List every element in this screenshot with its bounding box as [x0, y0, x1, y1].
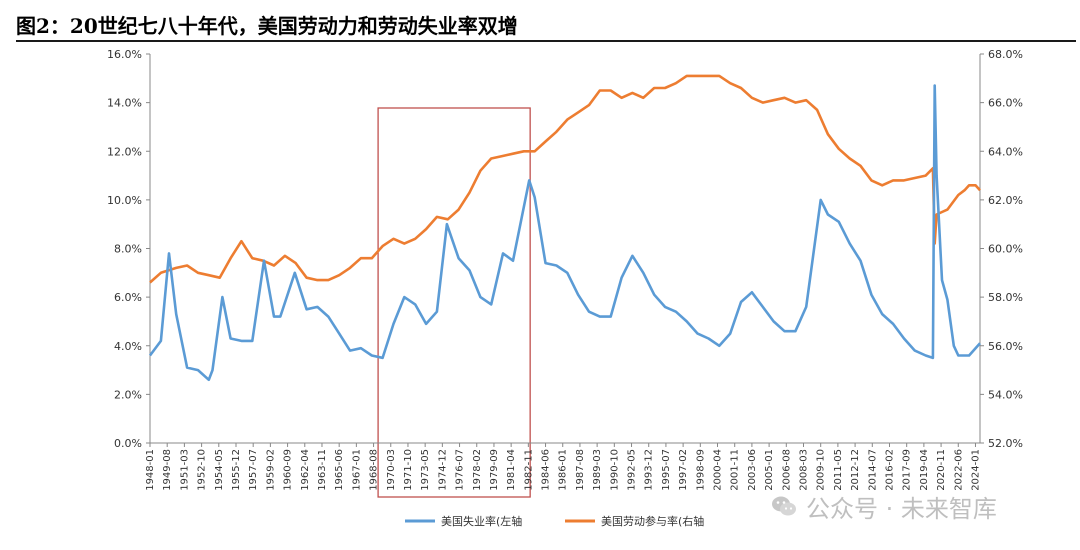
- x-tick-label: 1967-01: [351, 449, 362, 491]
- x-tick-label: 1992-05: [627, 449, 638, 491]
- left-tick-label: 14.0%: [107, 97, 142, 110]
- x-tick-label: 1995-07: [661, 449, 672, 491]
- x-tick-label: 2020-11: [936, 449, 947, 491]
- x-tick-label: 1971-10: [403, 449, 414, 491]
- x-tick-label: 1982-11: [523, 449, 534, 491]
- x-tick-label: 1981-04: [506, 449, 517, 491]
- x-tick-label: 2001-11: [730, 449, 741, 491]
- legend-item-unemployment: 美国失业率(左轴: [405, 514, 522, 528]
- left-tick-label: 4.0%: [114, 340, 142, 353]
- x-tick-label: 2016-02: [884, 449, 895, 491]
- x-tick-label: 2022-06: [953, 449, 964, 491]
- x-tick-label: 2011-05: [833, 449, 844, 491]
- legend-label: 美国失业率(左轴: [441, 514, 522, 528]
- x-tick-label: 1959-02: [265, 449, 276, 491]
- wechat-logo-icon: [772, 496, 796, 516]
- x-tick-label: 1968-08: [369, 449, 380, 491]
- right-tick-label: 52.0%: [988, 437, 1023, 450]
- right-tick-label: 66.0%: [988, 97, 1023, 110]
- x-tick-label: 2009-10: [816, 449, 827, 491]
- x-tick-label: 1989-03: [592, 449, 603, 491]
- x-tick-label: 1979-09: [489, 449, 500, 491]
- x-tick-label: 1957-07: [248, 449, 259, 491]
- right-tick-label: 58.0%: [988, 291, 1023, 304]
- right-tick-label: 68.0%: [988, 48, 1023, 61]
- x-tick-label: 2008-03: [799, 449, 810, 491]
- left-tick-label: 8.0%: [114, 243, 142, 256]
- left-tick-label: 2.0%: [114, 388, 142, 401]
- x-tick-label: 1986-01: [558, 449, 569, 491]
- x-tick-label: 2012-12: [850, 449, 861, 491]
- x-tick-label: 1990-10: [609, 449, 620, 491]
- x-tick-label: 2003-06: [747, 449, 758, 491]
- legend-label: 美国劳动参与率(右轴: [601, 514, 704, 528]
- x-tick-label: 2005-01: [764, 449, 775, 491]
- highlight-box: [377, 107, 531, 498]
- x-tick-label: 1973-05: [420, 449, 431, 491]
- right-tick-label: 62.0%: [988, 194, 1023, 207]
- watermark: 公众号 · 未来智库: [770, 486, 997, 526]
- series-line-participation: [149, 74, 981, 284]
- left-tick-label: 6.0%: [114, 291, 142, 304]
- x-tick-label: 1963-11: [317, 449, 328, 491]
- x-tick-label: 2014-07: [867, 449, 878, 491]
- x-tick-label: 2024-01: [970, 449, 981, 491]
- x-tick-label: 1951-03: [179, 449, 190, 491]
- x-tick-label: 1954-05: [214, 449, 225, 491]
- left-tick-label: 12.0%: [107, 145, 142, 158]
- right-tick-label: 64.0%: [988, 145, 1023, 158]
- x-tick-label: 1998-09: [695, 449, 706, 491]
- right-tick-label: 56.0%: [988, 340, 1023, 353]
- right-tick-label: 60.0%: [988, 243, 1023, 256]
- right-tick-label: 54.0%: [988, 388, 1023, 401]
- x-tick-label: 1960-09: [283, 449, 294, 491]
- x-tick-label: 1984-06: [541, 449, 552, 491]
- x-tick-label: 2019-04: [919, 449, 930, 491]
- x-tick-label: 2017-09: [902, 449, 913, 491]
- x-tick-label: 1970-03: [386, 449, 397, 491]
- x-tick-label: 1948-01: [145, 449, 156, 491]
- axes-layer: 0.0% 2.0% 4.0% 6.0% 8.0% 10.0% 12.0% 14.0% 16.0%…: [107, 48, 1023, 491]
- left-tick-label: 16.0%: [107, 48, 142, 61]
- x-tick-label: 2006-08: [781, 449, 792, 491]
- x-tick-label: 1976-07: [455, 449, 466, 491]
- x-tick-label: 1978-02: [472, 449, 483, 491]
- x-tick-label: 1993-12: [644, 449, 655, 491]
- x-tick-label: 1965-06: [334, 449, 345, 491]
- left-tick-label: 0.0%: [114, 437, 142, 450]
- series-line-unemployment: [148, 84, 981, 382]
- x-tick-label: 1949-08: [162, 449, 173, 491]
- highlight-layer: [377, 107, 531, 498]
- legend-item-participation: 美国劳动参与率(右轴: [565, 514, 704, 528]
- series-layer: [148, 74, 981, 382]
- watermark-text: 公众号 · 未来智库: [806, 494, 997, 523]
- title-rule: [16, 40, 1076, 42]
- x-tick-label: 1962-04: [300, 449, 311, 491]
- x-tick-label: 2000-04: [713, 449, 724, 491]
- chart-title: 图2：20世纪七八十年代，美国劳动力和劳动失业率双增: [16, 14, 518, 38]
- legend: 美国失业率(左轴 美国劳动参与率(右轴: [405, 514, 704, 528]
- x-tick-label: 1974-12: [437, 449, 448, 491]
- x-tick-label: 1987-08: [575, 449, 586, 491]
- left-tick-label: 10.0%: [107, 194, 142, 207]
- x-tick-label: 1997-02: [678, 449, 689, 491]
- x-tick-label: 1955-12: [231, 449, 242, 491]
- x-tick-label: 1952-10: [197, 449, 208, 491]
